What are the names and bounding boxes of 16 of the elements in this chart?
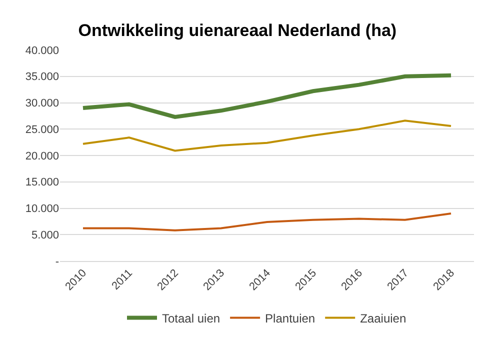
chart-title: Ontwikkeling uienareaal Nederland (ha) xyxy=(78,20,397,40)
line-series xyxy=(81,73,453,119)
y-tick-label: 30.000 xyxy=(25,98,59,110)
y-tick-label: 10.000 xyxy=(25,203,59,216)
line-series xyxy=(82,212,452,232)
y-tick-label: 25.000 xyxy=(25,124,59,136)
legend-label: Plantuien xyxy=(265,311,316,326)
y-tick-label: 40.000 xyxy=(25,44,59,57)
legend-label: Totaal uien xyxy=(162,311,220,326)
y-tick-label: 20.000 xyxy=(25,150,59,162)
y-tick-label: - xyxy=(55,256,60,268)
y-tick-label: 5.000 xyxy=(31,229,59,242)
y-tick-label: 15.000 xyxy=(25,176,59,189)
legend-label: Zaaiuien xyxy=(360,311,406,326)
line-series xyxy=(82,120,452,152)
y-tick-label: 35.000 xyxy=(25,71,59,84)
